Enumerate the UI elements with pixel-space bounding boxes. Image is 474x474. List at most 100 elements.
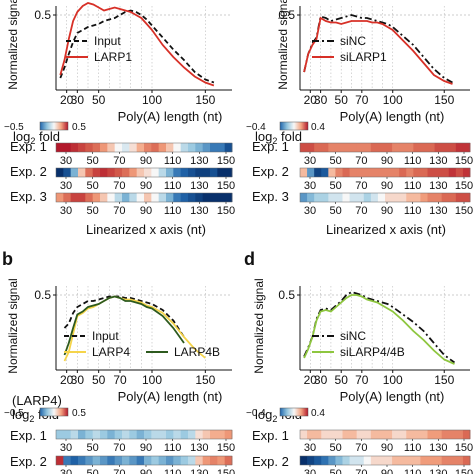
heatmap-cell <box>188 193 196 202</box>
heatmap-row-frame <box>55 455 233 466</box>
heatmap-cell <box>151 430 160 439</box>
heatmap-cell <box>399 456 407 465</box>
heatmap-cell <box>70 168 79 177</box>
heatmap-tick-label: 130 <box>190 155 208 167</box>
exp3-label-top-left: Exp. 3 <box>10 189 47 204</box>
heatmap-tick-label: 130 <box>429 468 447 474</box>
heatmap-cell <box>202 168 211 177</box>
exp1-label-top-right: Exp. 1 <box>252 139 289 154</box>
heatmap-tick-label: 50 <box>330 180 342 192</box>
linearized-x-title-right: Linearized x axis (nt) <box>326 222 446 237</box>
heatmap-cell <box>180 456 189 465</box>
heatmap-cell <box>370 168 379 177</box>
heatmap-cell <box>406 456 414 465</box>
heatmap-cell <box>448 193 457 202</box>
heatmap-cell <box>321 430 329 439</box>
y-axis-title-bottom-right: Normalized signal <box>252 278 266 373</box>
heatmap-cell <box>392 456 400 465</box>
heatmap-cell <box>173 193 182 202</box>
heatmap-cell <box>224 430 233 439</box>
heatmap-tick-label: 50 <box>87 180 99 192</box>
log2fold-label-top-left: log2 fold <box>13 129 60 146</box>
heatmap-cell <box>114 193 123 202</box>
heatmap-cell <box>448 456 457 465</box>
x-tick-label: 150 <box>195 373 215 387</box>
heatmap-cell <box>328 143 336 152</box>
legend-label: Input <box>94 34 121 48</box>
heatmap-bottom-left: 30 50 70 90 110 130 150 30 50 70 90 110 130 150 <box>55 429 235 474</box>
heatmap-cell <box>129 430 138 439</box>
heatmap-tick-label: 130 <box>429 180 447 192</box>
heatmap-row-frame <box>55 167 233 178</box>
heatmap-cell <box>217 143 226 152</box>
colorbar-min-top-left: −0.5 <box>4 122 24 133</box>
heatmap-cell <box>63 456 72 465</box>
heatmap-cell <box>63 143 72 152</box>
heatmap-cell <box>420 430 428 439</box>
heatmap-tick-label: 30 <box>60 468 72 474</box>
panel-label-d: d <box>244 249 255 269</box>
heatmap-cell <box>427 456 435 465</box>
x-tick-label: 100 <box>383 373 403 387</box>
heatmap-cell <box>63 430 72 439</box>
heatmap-cell <box>370 193 379 202</box>
heatmap-cell <box>56 456 64 465</box>
y-axis-title-top-left: Normalized signal <box>6 0 20 90</box>
heatmap-cell <box>166 143 174 152</box>
heatmap-tick-label: 50 <box>87 442 99 454</box>
heatmap-cell <box>158 430 167 439</box>
exp3-label-top-right: Exp. 3 <box>252 189 289 204</box>
heatmap-tick-label: 110 <box>164 205 182 217</box>
heatmap-cell <box>434 430 443 439</box>
colorbar-min-top-right: −0.4 <box>246 122 266 133</box>
y-tick-label: 0.5 <box>278 288 295 302</box>
heatmap-cell <box>107 456 116 465</box>
exp1-label-bottom-right: Exp. 1 <box>252 428 289 443</box>
heatmap-tick-label: 150 <box>455 442 473 454</box>
heatmap-cell <box>195 430 204 439</box>
heatmap-tick-label: 110 <box>164 442 182 454</box>
heatmap-tick-label: 50 <box>330 205 342 217</box>
heatmap-cell <box>363 168 372 177</box>
x-tick-label: 150 <box>195 93 215 107</box>
heatmap-cell <box>70 143 79 152</box>
heatmap-tick-label: 90 <box>140 442 152 454</box>
heatmap-cell <box>144 430 152 439</box>
series-line-input <box>59 9 215 84</box>
heatmap-cell <box>385 456 393 465</box>
heatmap-cell <box>63 193 72 202</box>
heatmap-cell <box>144 193 152 202</box>
legend-label: siNC <box>340 34 366 48</box>
heatmap-row-frame <box>55 192 233 203</box>
heatmap-tick-label: 70 <box>113 180 125 192</box>
heatmap-cell <box>300 456 308 465</box>
heatmap-tick-label: 50 <box>87 205 99 217</box>
heatmap-row-frame <box>299 192 471 203</box>
heatmap-cell <box>210 456 218 465</box>
heatmap-cell <box>166 168 174 177</box>
heatmap-cell <box>462 193 471 202</box>
colorbar-bottom-right: −0.4 0.4 <box>246 407 325 419</box>
series-line-silarp1 <box>303 16 453 85</box>
series-line-sinc <box>303 14 453 84</box>
heatmap-cell <box>349 168 358 177</box>
heatmap-tick-label: 150 <box>217 205 235 217</box>
heatmap-tick-label: 110 <box>164 155 182 167</box>
heatmap-cell <box>420 193 428 202</box>
heatmap-tick-label: 50 <box>87 468 99 474</box>
y-axis-title-bottom-left: Normalized signal <box>6 278 20 373</box>
heatmap-cell <box>217 193 226 202</box>
heatmap-cell <box>448 143 457 152</box>
heatmap-cell <box>100 143 108 152</box>
heatmap-cell <box>413 193 421 202</box>
heatmap-cell <box>307 430 315 439</box>
heatmap-tick-label: 110 <box>404 442 422 454</box>
heatmap-cell <box>434 193 443 202</box>
heatmap-cell <box>455 143 464 152</box>
heatmap-cell <box>462 143 471 152</box>
heatmap-cell <box>363 193 372 202</box>
heatmap-cell <box>363 456 372 465</box>
heatmap-cell <box>342 430 350 439</box>
heatmap-tick-label: 90 <box>381 180 393 192</box>
